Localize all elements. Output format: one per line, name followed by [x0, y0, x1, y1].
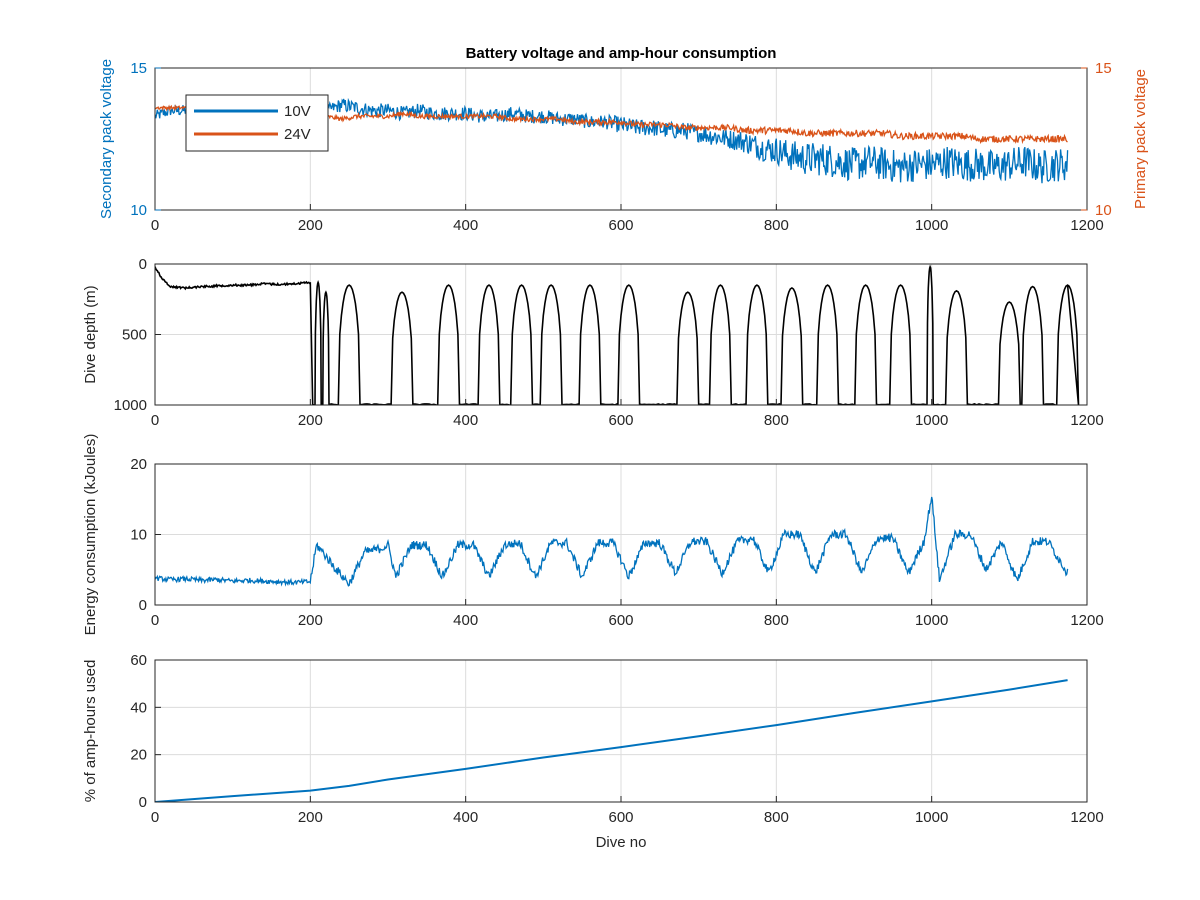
- y-tick-label: 0: [139, 597, 147, 614]
- voltage-x-ticks: 0 200 400 600 800 1000 1200: [151, 204, 1104, 234]
- x-tick-label: 0: [151, 612, 159, 629]
- x-tick-label: 400: [453, 612, 478, 629]
- y-tick-label: 20: [130, 747, 147, 764]
- y-tick-label: 20: [130, 456, 147, 473]
- x-tick-label: 0: [151, 412, 159, 429]
- y-tick-label: 60: [130, 652, 147, 669]
- energy-x-ticks: 0 200 400 600 800 1000 1200: [151, 599, 1104, 629]
- left-y-axis-label: Secondary pack voltage: [98, 59, 115, 219]
- x-tick-label: 1200: [1070, 412, 1103, 429]
- voltage-right-y-ticks: 10 15: [1081, 60, 1112, 219]
- legend-label-24v: 24V: [284, 126, 311, 143]
- x-tick-label: 1200: [1070, 217, 1103, 234]
- x-tick-label: 200: [298, 612, 323, 629]
- voltage-subplot: 0 200 400 600 800 1000 1200 10 15 10 15 Battery …: [98, 45, 1149, 234]
- depth-y-ticks: 0 500 1000: [114, 256, 161, 414]
- right-y-tick-label: 15: [1095, 60, 1112, 77]
- x-tick-label: 1000: [915, 217, 948, 234]
- right-y-tick-label: 10: [1095, 202, 1112, 219]
- right-y-axis-label: Primary pack voltage: [1132, 69, 1149, 209]
- x-tick-label: 0: [151, 809, 159, 826]
- x-tick-label: 400: [453, 809, 478, 826]
- amphour-line: [155, 679, 1068, 802]
- x-tick-label: 600: [608, 217, 633, 234]
- depth-x-ticks: 0 200 400 600 800 1000 1200: [151, 399, 1104, 429]
- x-tick-label: 600: [608, 809, 633, 826]
- x-tick-label: 1200: [1070, 809, 1103, 826]
- amphour-x-ticks: 0 200 400 600 800 1000 1200: [151, 796, 1104, 826]
- x-tick-label: 400: [453, 217, 478, 234]
- x-tick-label: 600: [608, 412, 633, 429]
- x-tick-label: 1000: [915, 809, 948, 826]
- x-tick-label: 800: [764, 217, 789, 234]
- energy-line: [155, 496, 1069, 587]
- legend: 10V 24V: [185, 94, 329, 152]
- x-tick-label: 200: [298, 809, 323, 826]
- x-tick-label: 800: [764, 612, 789, 629]
- y-tick-label: 10: [130, 527, 147, 544]
- x-tick-label: 200: [298, 412, 323, 429]
- x-tick-label: 800: [764, 809, 789, 826]
- depth-y-axis-label: Dive depth (m): [82, 285, 99, 383]
- x-tick-label: 600: [608, 612, 633, 629]
- amphour-y-axis-label: % of amp-hours used: [82, 660, 99, 803]
- x-tick-label: 0: [151, 217, 159, 234]
- energy-series: [155, 496, 1069, 587]
- legend-box: [185, 94, 329, 152]
- y-tick-label: 500: [122, 327, 147, 344]
- amphour-y-ticks: 0 20 40 60: [130, 652, 161, 811]
- x-tick-label: 200: [298, 217, 323, 234]
- legend-label-10v: 10V: [284, 103, 311, 120]
- y-tick-label: 1000: [114, 397, 147, 414]
- x-tick-label: 1000: [915, 612, 948, 629]
- energy-y-axis-label: Energy consumption (kJoules): [82, 434, 99, 636]
- y-tick-label: 15: [130, 60, 147, 77]
- amphour-series: [155, 679, 1068, 802]
- x-axis-label: Dive no: [596, 834, 647, 851]
- amphour-subplot: 0 200 400 600 800 1000 1200 0 20 40 60 % of amp-h…: [82, 652, 1104, 851]
- voltage-left-y-ticks: 10 15: [130, 60, 161, 219]
- x-tick-label: 1000: [915, 412, 948, 429]
- y-tick-label: 0: [139, 256, 147, 273]
- chart-title: Battery voltage and amp-hour consumption: [466, 45, 777, 62]
- depth-subplot: 0 200 400 600 800 1000 1200 0 500 1000 Dive dept…: [82, 256, 1104, 429]
- y-tick-label: 40: [130, 699, 147, 716]
- depth-series: [155, 264, 1080, 405]
- depth-line: [155, 264, 1080, 405]
- energy-subplot: 0 200 400 600 800 1000 1200 0 10 20 Energy consu…: [82, 434, 1104, 636]
- x-tick-label: 400: [453, 412, 478, 429]
- x-tick-label: 1200: [1070, 612, 1103, 629]
- energy-y-ticks: 0 10 20: [130, 456, 161, 614]
- y-tick-label: 0: [139, 794, 147, 811]
- y-tick-label: 10: [130, 202, 147, 219]
- x-tick-label: 800: [764, 412, 789, 429]
